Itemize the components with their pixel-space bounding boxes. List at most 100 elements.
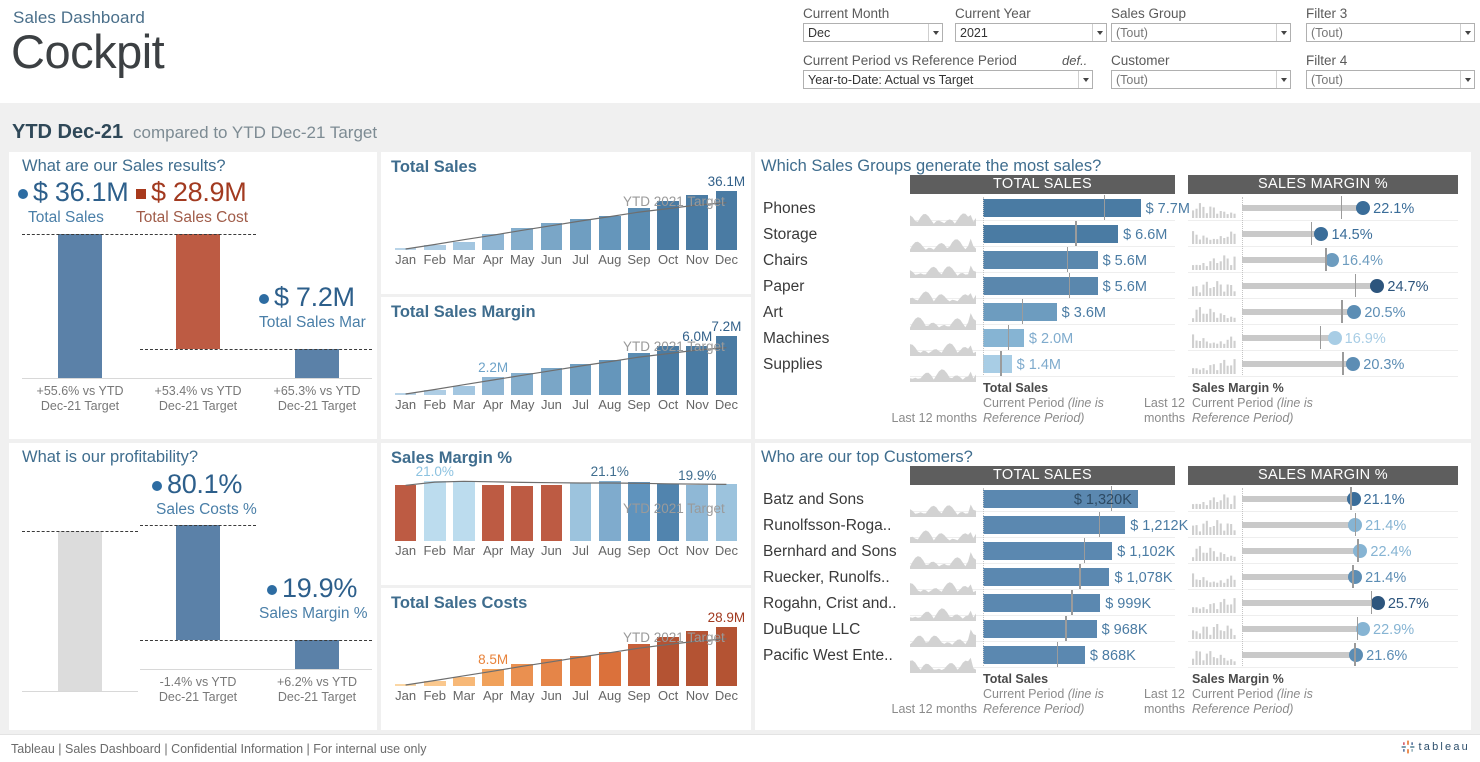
filter-customer-value: (Tout): [1116, 72, 1148, 87]
dot-track: [1242, 335, 1335, 341]
filter-4-select[interactable]: (Tout): [1306, 70, 1475, 89]
legend-period: Current Period (line is: [1192, 396, 1392, 411]
dashboard-subtitle: Sales Dashboard: [13, 8, 145, 27]
dot-track: [1242, 652, 1357, 658]
kpi-target-line: [140, 349, 372, 350]
filter-current-year-select[interactable]: 2021: [955, 23, 1107, 42]
panel-sales-groups: Which Sales Groups generate the most sal…: [755, 152, 1471, 439]
bar-aug: [598, 481, 621, 541]
chevron-down-icon[interactable]: [1276, 71, 1290, 88]
bullet-value: $ 968K: [1101, 622, 1148, 638]
bar-may: [511, 485, 534, 541]
bar-may: [511, 372, 534, 395]
sparkline-bars: [1192, 517, 1237, 540]
chevron-down-icon[interactable]: [928, 24, 942, 41]
filter-current-month-select[interactable]: Dec: [803, 23, 943, 42]
row-label: Supplies: [763, 356, 823, 373]
filter-period-comparison-label: Current Period vs Reference Period: [803, 53, 1017, 68]
dot-track: [1242, 574, 1356, 580]
chevron-down-icon[interactable]: [1078, 71, 1092, 88]
dot-value: 20.5%: [1364, 305, 1406, 321]
month-tick-mar: Mar: [452, 543, 476, 558]
filter-3-select[interactable]: (Tout): [1306, 23, 1475, 42]
bar-feb: [423, 245, 446, 250]
sparkline-bars: [1192, 647, 1237, 670]
filter-customer: Customer (Tout): [1111, 53, 1291, 89]
row-divider: [910, 376, 1175, 377]
sparkline-trend: [910, 653, 976, 678]
target-caption: YTD 2021 Target: [623, 630, 725, 645]
month-tick-may: May: [509, 397, 535, 412]
month-tick-apr: Apr: [482, 252, 504, 267]
chevron-down-icon[interactable]: [1460, 24, 1474, 41]
dot-marker-icon: [267, 584, 277, 595]
bar-feb: [423, 681, 446, 686]
filter-sales-group-select[interactable]: (Tout): [1111, 23, 1291, 42]
kpi-variance: +6.2% vs YTD Dec-21 Target: [259, 675, 375, 705]
month-tick-sep: Sep: [627, 397, 651, 412]
kpi-value: $ 7.2M: [259, 282, 355, 313]
filter-customer-select[interactable]: (Tout): [1111, 70, 1291, 89]
bar-jan: [394, 392, 417, 395]
row-label: Rogahn, Crist and..: [763, 595, 897, 612]
row-divider: [1188, 220, 1458, 221]
bar-mar: [453, 241, 475, 250]
chart-total-sales-costs: YTD 2021 Target 8.5M 28.9M Jan Feb Mar Apr May J…: [391, 610, 745, 708]
row-divider: [1188, 324, 1458, 325]
sparkline-bars: [1192, 226, 1237, 249]
legend-note-2: Reference Period): [1192, 702, 1294, 716]
reference-line: [1354, 513, 1357, 536]
sparkline-bars: [1192, 278, 1237, 301]
reference-line: [1083, 538, 1086, 563]
row-label: Paper: [763, 278, 805, 295]
kpi-target-line: [140, 640, 372, 641]
month-tick-sep: Sep: [627, 543, 651, 558]
filter-period-comparison: Current Period vs Reference Period Year-…: [803, 53, 1093, 89]
sparkline-trend: [910, 601, 976, 626]
panel-total-sales-costs-title: Total Sales Costs: [391, 594, 528, 612]
bullet-value: $ 1,212K: [1130, 518, 1189, 534]
sparkline-trend: [910, 310, 976, 335]
month-tick-sep: Sep: [627, 688, 651, 703]
kpi-bar: [58, 234, 102, 378]
kpi-value: $ 28.9M: [136, 177, 247, 208]
dot-marker-icon: [18, 188, 28, 199]
sparkline-bars: [1192, 543, 1237, 566]
filter-sales-group-label: Sales Group: [1111, 6, 1187, 21]
panel-profitability: What is our profitability? 80.1% Sales Co…: [9, 443, 377, 730]
data-label-dec: 7.2M: [711, 319, 742, 335]
month-tick-nov: Nov: [685, 688, 709, 703]
dot-marker: [1324, 253, 1339, 267]
panel-top-customers: Who are our top Customers? TOTAL SALES SA…: [755, 443, 1471, 730]
row-divider: [910, 324, 1175, 325]
month-tick-oct: Oct: [658, 397, 679, 412]
sparkline-caption-l2: months: [1144, 702, 1185, 716]
row-divider: [1188, 641, 1458, 642]
kpi-variance-line1: -1.4% vs YTD: [159, 675, 237, 689]
dot-marker: [1356, 201, 1371, 215]
bar-jan: [394, 683, 417, 686]
row-divider: [1188, 246, 1458, 247]
chevron-down-icon[interactable]: [1276, 24, 1290, 41]
dot-marker-icon: [259, 293, 269, 304]
filter-period-comparison-select[interactable]: Year-to-Date: Actual vs Target: [803, 70, 1093, 89]
filter-sales-group-value: (Tout): [1116, 25, 1148, 40]
bullet-bar: [983, 199, 1141, 217]
chevron-down-icon[interactable]: [1092, 24, 1106, 41]
dot-axis-guide: [1242, 488, 1243, 666]
row-divider: [910, 350, 1175, 351]
bar-jul: [569, 363, 592, 395]
dot-track: [1242, 309, 1355, 315]
chevron-down-icon[interactable]: [1460, 71, 1474, 88]
bar-jan: [394, 248, 417, 250]
month-tick-dec: Dec: [714, 397, 739, 412]
sparkline-caption-l1: Last 12: [1143, 396, 1185, 410]
reference-line: [1056, 642, 1059, 667]
bar-apr: [482, 668, 504, 686]
bar-feb: [423, 389, 446, 395]
month-tick-jan: Jan: [395, 252, 417, 267]
bar-aug: [598, 651, 621, 686]
dot-marker: [1348, 570, 1363, 584]
month-tick-apr: Apr: [482, 543, 504, 558]
month-tick-oct: Oct: [658, 688, 679, 703]
